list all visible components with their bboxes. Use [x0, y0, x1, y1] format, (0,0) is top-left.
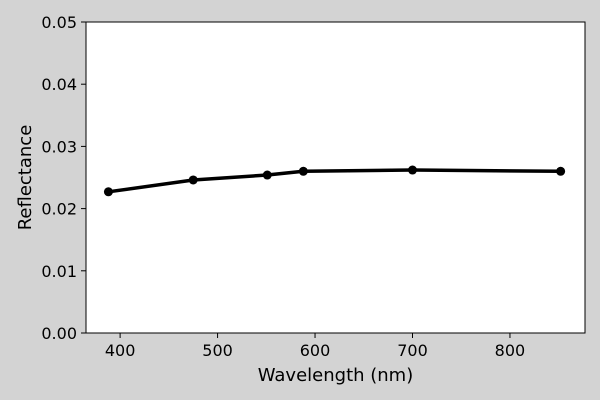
data-point	[298, 166, 308, 176]
x-tick-label: 500	[202, 341, 233, 360]
data-point	[556, 166, 566, 176]
y-tick-label: 0.01	[41, 262, 77, 281]
x-axis-label: Wavelength (nm)	[258, 365, 414, 386]
x-tick-label: 700	[397, 341, 428, 360]
y-tick-label: 0.00	[41, 324, 77, 343]
y-axis-label: Reflectance	[15, 125, 36, 231]
x-tick-label: 600	[300, 341, 331, 360]
y-tick-label: 0.03	[41, 137, 77, 156]
x-axis: 400 500 600 700 800	[105, 333, 525, 360]
y-tick-label: 0.04	[41, 75, 77, 94]
data-point	[262, 170, 272, 180]
x-tick-label: 400	[105, 341, 136, 360]
data-point	[103, 187, 113, 197]
series-line	[106, 168, 563, 194]
y-tick-label: 0.05	[41, 13, 77, 32]
y-axis: 0.00 0.01 0.02 0.03 0.04 0.05	[41, 13, 86, 343]
x-tick-label: 800	[495, 341, 526, 360]
plot-area	[86, 22, 585, 333]
plot-frame	[85, 21, 586, 334]
data-point	[407, 165, 417, 175]
series-layer	[103, 165, 566, 197]
y-tick-label: 0.02	[41, 200, 77, 219]
plot-background	[86, 22, 585, 333]
data-point	[188, 175, 198, 185]
